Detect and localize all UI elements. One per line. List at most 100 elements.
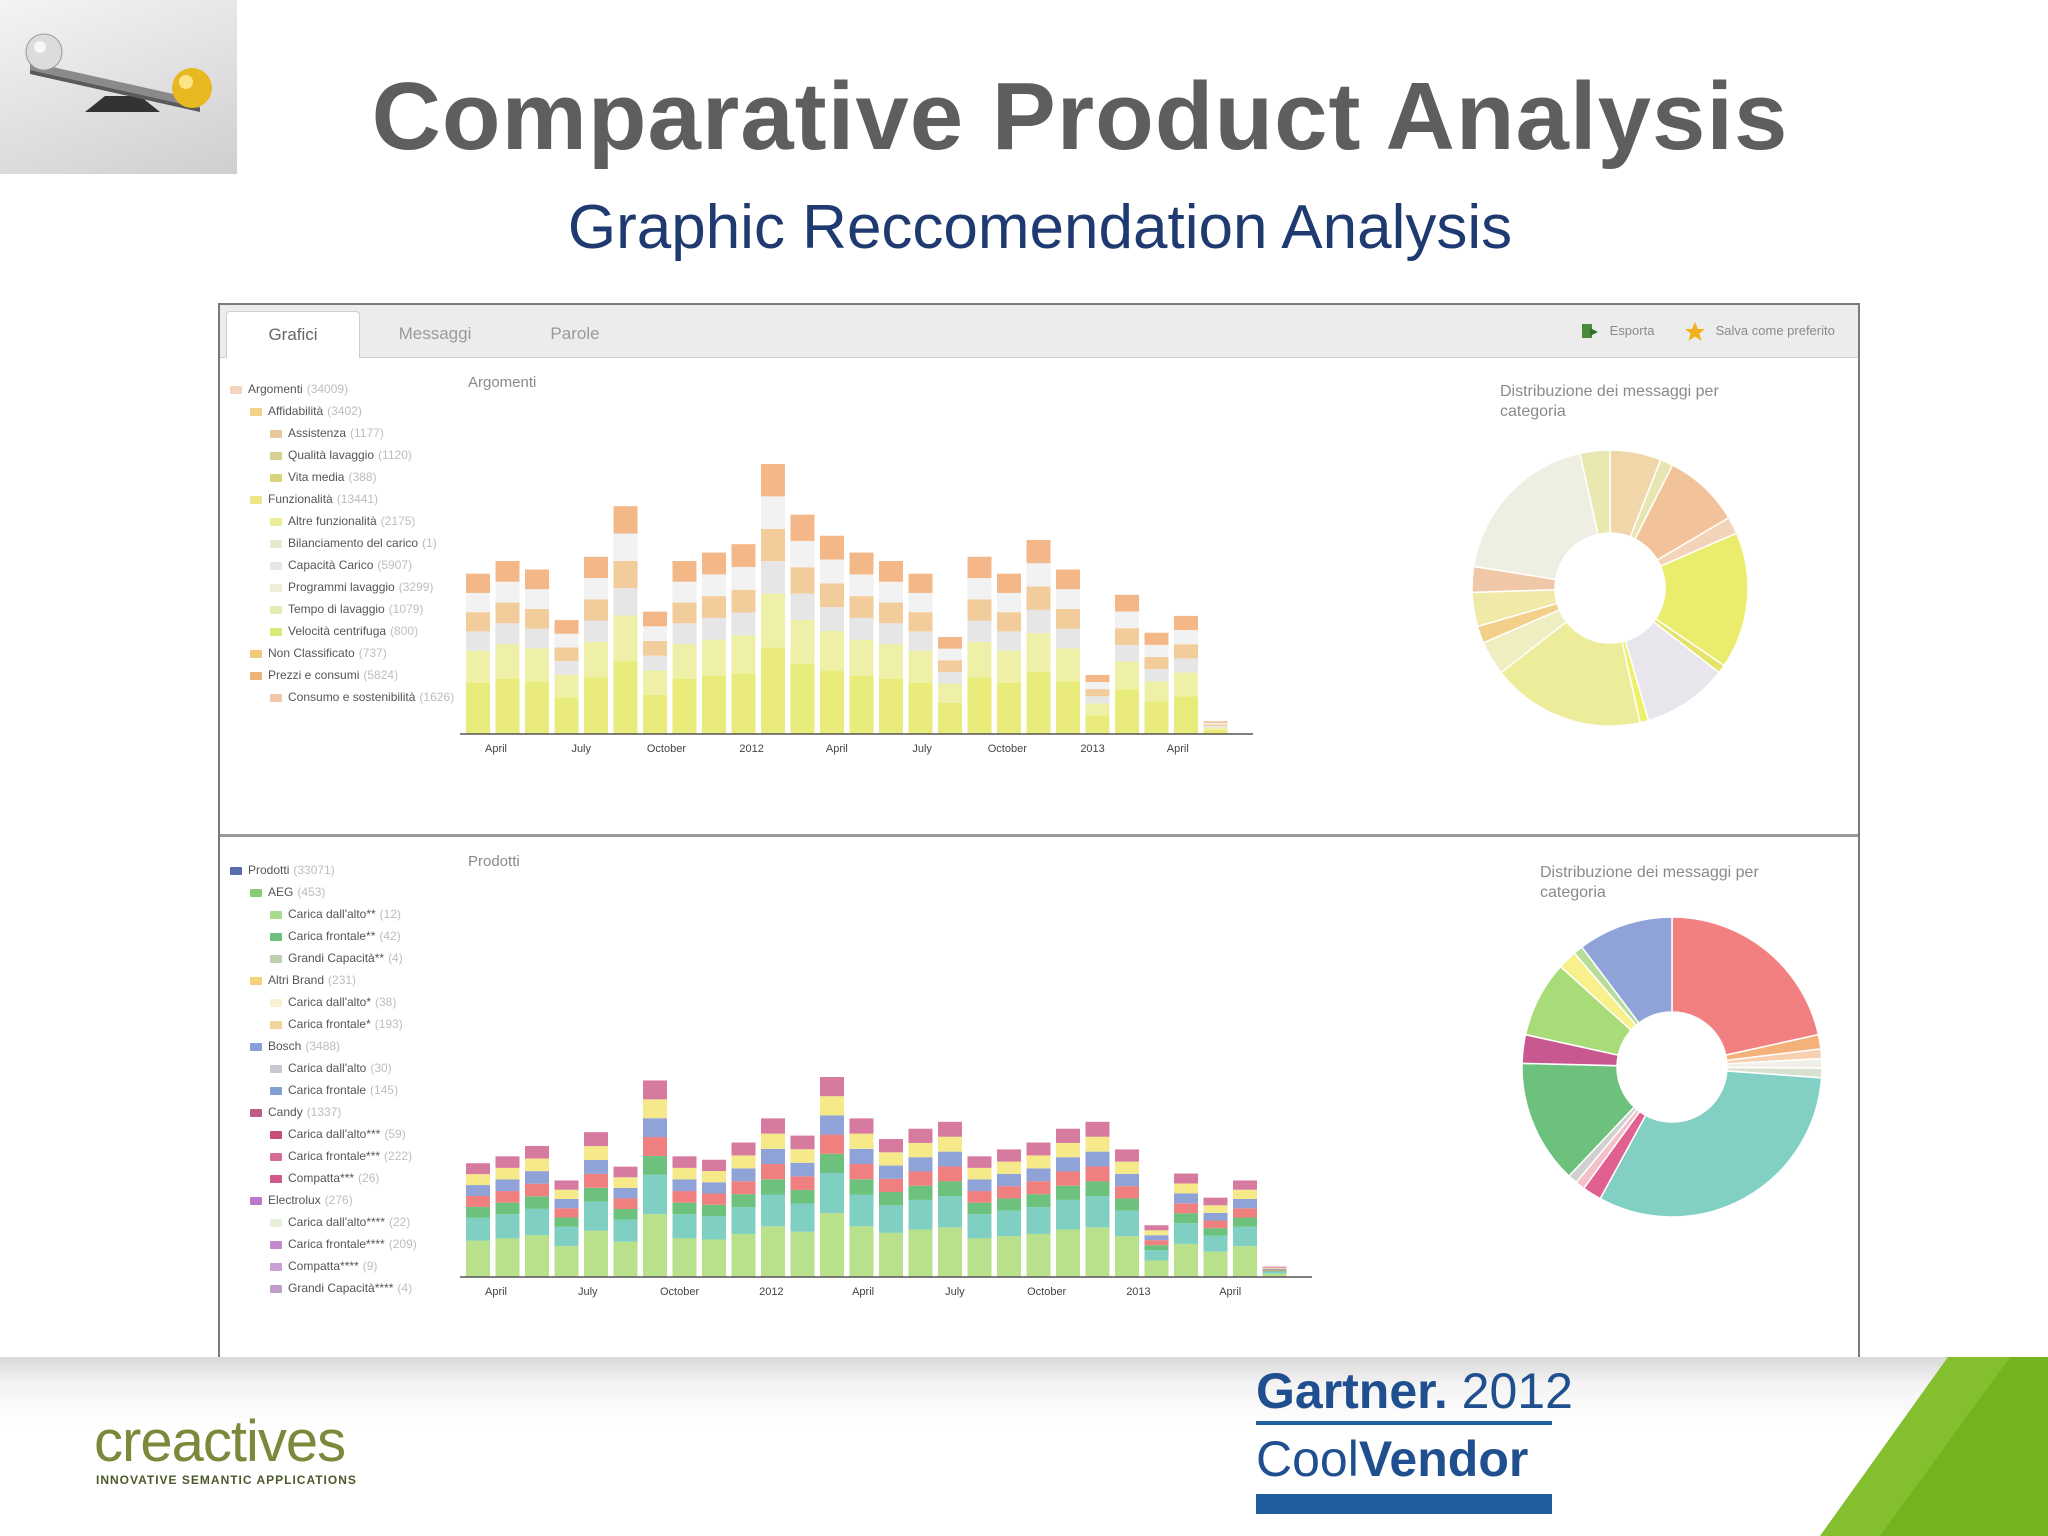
bar-segment[interactable] [938, 648, 962, 661]
bar-segment[interactable] [613, 506, 638, 534]
bar-segment[interactable] [761, 561, 785, 594]
bar-segment[interactable] [1203, 725, 1228, 728]
bar-segment[interactable] [879, 644, 903, 679]
bar-segment[interactable] [495, 581, 520, 603]
bar-segment[interactable] [702, 596, 726, 618]
bar-segment[interactable] [997, 682, 1021, 734]
bar-segment[interactable] [466, 1195, 490, 1207]
pie-slice[interactable] [1580, 916, 1673, 1025]
bar-segment[interactable] [908, 1185, 933, 1200]
bar-segment[interactable] [466, 573, 490, 593]
bar-segment[interactable] [1056, 628, 1080, 649]
bar-segment[interactable] [1174, 644, 1198, 659]
bar-segment[interactable] [466, 1163, 490, 1175]
bar-segment[interactable] [1174, 1213, 1198, 1224]
bar-segment[interactable] [1056, 1171, 1080, 1186]
tab-parole[interactable]: Parole [550, 324, 600, 343]
bar-segment[interactable] [554, 661, 579, 675]
bar-segment[interactable] [1085, 674, 1110, 683]
bar-segment[interactable] [790, 1149, 815, 1163]
bar-segment[interactable] [1262, 1269, 1287, 1271]
bar-segment[interactable] [1085, 1181, 1110, 1197]
bar-segment[interactable] [761, 528, 785, 562]
bar-segment[interactable] [938, 1227, 962, 1277]
bar-segment[interactable] [1026, 1142, 1051, 1156]
bar-segment[interactable] [761, 1133, 785, 1149]
bar-segment[interactable] [672, 1202, 697, 1215]
bar-segment[interactable] [554, 1226, 579, 1247]
bar-segment[interactable] [1026, 633, 1051, 672]
bar-segment[interactable] [1233, 1180, 1257, 1190]
bar-segment[interactable] [820, 535, 844, 560]
bar-segment[interactable] [820, 1096, 844, 1116]
bar-segment[interactable] [466, 612, 490, 632]
products-legend-item[interactable]: AEG (453) [230, 881, 430, 903]
bar-segment[interactable] [672, 678, 697, 734]
bar-segment[interactable] [997, 612, 1021, 632]
bar-segment[interactable] [849, 1179, 874, 1195]
bar-segment[interactable] [1144, 669, 1169, 682]
bar-segment[interactable] [1026, 1181, 1051, 1195]
favorite-button[interactable]: Salva come preferito [1684, 319, 1835, 343]
bar-segment[interactable] [1115, 1149, 1139, 1162]
bar-segment[interactable] [790, 540, 815, 568]
bar-segment[interactable] [1203, 1228, 1228, 1236]
bar-segment[interactable] [1233, 1217, 1257, 1227]
products-legend-item[interactable]: Carica frontale* (193) [230, 1013, 430, 1035]
bar-segment[interactable] [613, 1166, 638, 1178]
bar-segment[interactable] [495, 1191, 520, 1203]
bar-segment[interactable] [908, 631, 933, 651]
bar-segment[interactable] [790, 1162, 815, 1177]
bar-segment[interactable] [820, 1134, 844, 1154]
bar-segment[interactable] [584, 677, 608, 734]
bar-segment[interactable] [1056, 1142, 1080, 1158]
bar-segment[interactable] [1203, 1197, 1228, 1206]
bar-segment[interactable] [997, 1198, 1021, 1211]
bar-segment[interactable] [849, 1226, 874, 1277]
bar-segment[interactable] [466, 1185, 490, 1196]
pie-slice[interactable] [1579, 449, 1611, 536]
bar-segment[interactable] [731, 1194, 756, 1208]
bar-segment[interactable] [702, 617, 726, 640]
topics-legend-item[interactable]: Bilanciamento del carico (1) [230, 532, 437, 554]
bar-segment[interactable] [908, 592, 933, 613]
bar-segment[interactable] [997, 592, 1021, 613]
bar-segment[interactable] [466, 1174, 490, 1186]
bar-segment[interactable] [967, 1156, 992, 1168]
bar-segment[interactable] [731, 673, 756, 734]
bar-segment[interactable] [1085, 682, 1110, 690]
bar-segment[interactable] [790, 619, 815, 664]
bar-segment[interactable] [1115, 1173, 1139, 1187]
bar-segment[interactable] [967, 1214, 992, 1239]
bar-segment[interactable] [1115, 689, 1139, 734]
bar-segment[interactable] [466, 1240, 490, 1277]
bar-segment[interactable] [1115, 628, 1139, 645]
products-legend-item[interactable]: Carica dall'alto**** (22) [230, 1211, 430, 1233]
bar-segment[interactable] [584, 641, 608, 678]
bar-segment[interactable] [702, 1182, 726, 1194]
bar-segment[interactable] [643, 1137, 667, 1156]
bar-segment[interactable] [1026, 1168, 1051, 1182]
bar-segment[interactable] [908, 573, 933, 593]
bar-segment[interactable] [466, 1217, 490, 1241]
bar-segment[interactable] [849, 1194, 874, 1227]
bar-segment[interactable] [879, 678, 903, 734]
bar-segment[interactable] [849, 552, 874, 575]
bar-segment[interactable] [1056, 1229, 1080, 1277]
bar-segment[interactable] [997, 1186, 1021, 1199]
bar-segment[interactable] [672, 644, 697, 679]
bar-segment[interactable] [820, 1115, 844, 1135]
products-legend-item[interactable]: Carica dall'alto*** (59) [230, 1123, 430, 1145]
bar-segment[interactable] [908, 1142, 933, 1158]
bar-segment[interactable] [466, 1206, 490, 1218]
bar-segment[interactable] [967, 1191, 992, 1203]
bar-segment[interactable] [1085, 696, 1110, 704]
bar-segment[interactable] [554, 620, 579, 634]
bar-segment[interactable] [672, 1214, 697, 1239]
tab-messaggi[interactable]: Messaggi [398, 324, 472, 343]
topics-legend-item[interactable]: Capacità Carico (5907) [230, 554, 430, 576]
products-legend-item[interactable]: Carica frontale (145) [230, 1079, 430, 1101]
pie-slice[interactable] [1654, 532, 1749, 667]
bar-segment[interactable] [554, 1246, 579, 1277]
bar-segment[interactable] [702, 574, 726, 597]
